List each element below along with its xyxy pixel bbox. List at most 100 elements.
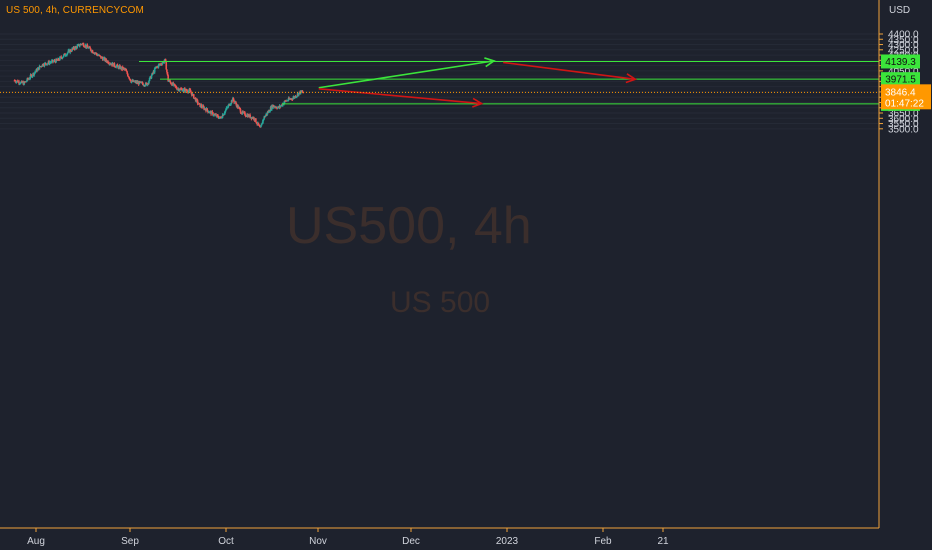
candle-body [185, 89, 187, 91]
candle [258, 124, 260, 126]
candle-body [255, 122, 258, 124]
candle-body [74, 46, 77, 50]
time-tick-label: Aug [27, 536, 45, 547]
candle-body [192, 94, 195, 99]
candle-body [288, 98, 290, 100]
candle-body [66, 53, 68, 56]
candle [244, 111, 246, 116]
candle-body [261, 123, 264, 125]
candle-body [169, 80, 171, 82]
candle-body [71, 48, 74, 50]
candle-body [301, 91, 304, 93]
candle-body [43, 63, 46, 66]
candle-body [33, 72, 36, 76]
candle-body [56, 59, 59, 61]
candle-body [86, 44, 89, 47]
price-axis-currency: USD [889, 5, 910, 16]
trend-arrow[interactable] [318, 87, 484, 108]
candle-body [181, 89, 184, 92]
candle-body [253, 117, 255, 120]
candle-body [113, 63, 116, 67]
candle-body [260, 123, 263, 126]
candle-body [296, 95, 298, 97]
time-tick-label: Feb [594, 536, 612, 547]
candle-body [182, 88, 185, 91]
candle-body [216, 114, 219, 116]
candle-body [18, 81, 20, 84]
candle-body [125, 70, 128, 72]
candle [34, 71, 37, 74]
candle [62, 56, 64, 58]
candle-body [154, 68, 157, 70]
candle-body [50, 60, 53, 63]
candle-body [101, 56, 104, 59]
current-price-tag[interactable]: 3846.401:47:22 [881, 84, 931, 110]
candle-body [43, 65, 45, 67]
time-axis-bg [0, 528, 932, 550]
candle-body [138, 81, 141, 85]
candle [148, 80, 150, 85]
candle-body [128, 77, 130, 79]
candle-body [267, 112, 269, 114]
candle-body [211, 111, 214, 113]
candle [218, 117, 221, 119]
candle-body [19, 83, 22, 85]
candle [59, 55, 61, 61]
candle-body [208, 112, 210, 114]
candle-body [287, 100, 289, 102]
candle-body [218, 117, 221, 119]
candle-body [190, 92, 193, 94]
candle-body [169, 81, 172, 84]
candle-body [52, 60, 54, 62]
candle-body [232, 97, 235, 101]
candle-body [114, 66, 116, 68]
price-tick-label: 4400.0 [888, 30, 919, 41]
candle-body [141, 82, 144, 84]
candle-body [258, 124, 260, 126]
candle-body [239, 109, 242, 113]
price-tick-label: 3550.0 [888, 119, 919, 130]
candle-body [123, 68, 126, 70]
candle-body [225, 107, 228, 110]
candle-body [241, 111, 244, 114]
candle-body [249, 114, 251, 118]
level-price-tag[interactable]: 4139.3 [881, 54, 920, 69]
candle [230, 103, 232, 106]
candle-body [242, 111, 244, 113]
trend-arrow[interactable] [318, 57, 496, 89]
candle-body [144, 82, 147, 86]
candle-body [78, 45, 81, 47]
candle-body [240, 112, 242, 114]
candle-body [59, 57, 61, 60]
candle-body [178, 90, 181, 92]
candle-body [34, 71, 37, 73]
candle-body [212, 115, 215, 117]
candle-body [62, 54, 65, 57]
candle-body [91, 50, 94, 53]
time-tick-label: Sep [121, 536, 139, 547]
arrow-head [484, 57, 496, 68]
price-tick-label: 4350.0 [888, 35, 919, 46]
candle [148, 77, 151, 82]
candle-body [291, 99, 294, 101]
trend-arrow[interactable] [503, 61, 638, 84]
level-price-tag[interactable]: 3971.5 [881, 72, 920, 87]
candle-body [50, 62, 52, 64]
candle-body [41, 65, 43, 67]
candle-body [262, 119, 264, 124]
level-tag-label: 3971.5 [885, 75, 916, 86]
candle-body [150, 75, 153, 79]
candle-body [258, 125, 261, 127]
candle-body [67, 50, 70, 53]
candle-body [235, 102, 237, 105]
candle [273, 105, 275, 107]
chart-title: US 500, 4h, CURRENCYCOM [6, 5, 144, 16]
candle-body [217, 115, 219, 118]
candle-body [182, 90, 184, 92]
candle-body [204, 108, 207, 110]
candle [23, 80, 25, 86]
candle [241, 110, 244, 115]
candle [167, 74, 169, 83]
current-price-label: 3846.4 [885, 87, 916, 98]
